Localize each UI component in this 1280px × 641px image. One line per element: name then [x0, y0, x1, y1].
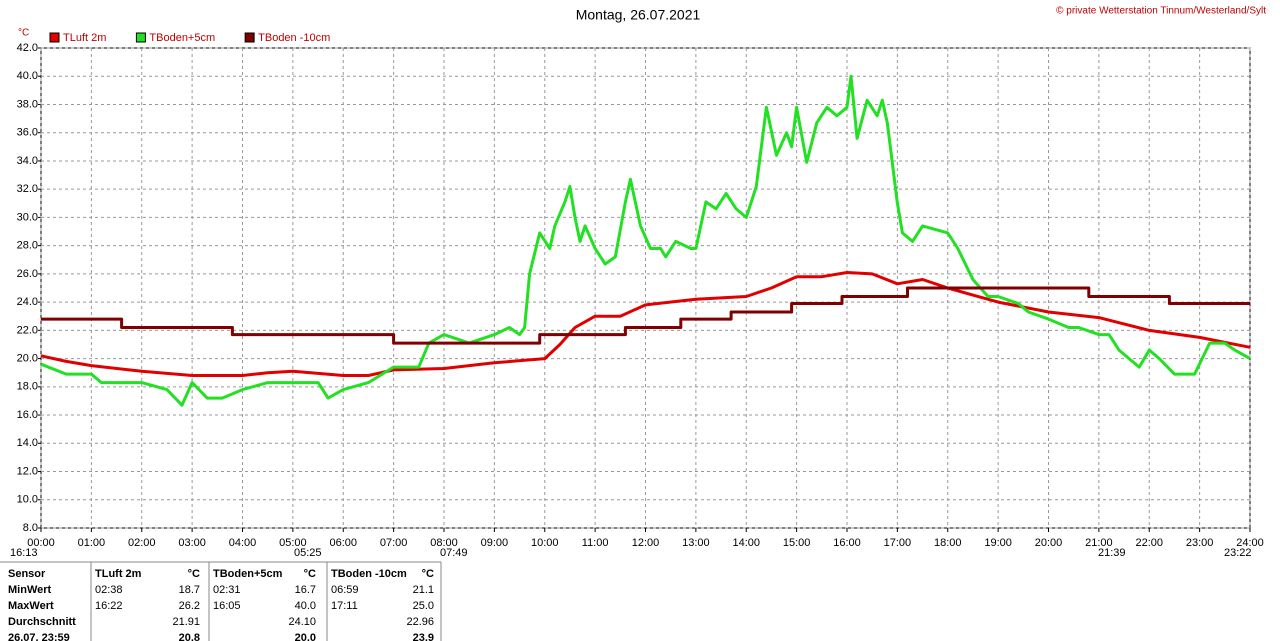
credit: © private Wetterstation Tinnum/Westerlan… [1056, 6, 1266, 17]
sun-time: 23:22 [1224, 547, 1252, 559]
table-cell: 40.0 [295, 600, 316, 612]
x-tick-label: 21:00 [1085, 537, 1113, 549]
x-tick-label: 23:00 [1186, 537, 1214, 549]
y-tick-label: 16.0 [17, 409, 38, 421]
x-tick-label: 13:00 [682, 537, 710, 549]
y-tick-label: 18.0 [17, 381, 38, 393]
table-cell: 26.2 [179, 600, 200, 612]
y-tick-label: 14.0 [17, 437, 38, 449]
chart-title: Montag, 26.07.2021 [576, 7, 701, 23]
data-line [41, 286, 1250, 345]
x-tick-label: 24:00 [1236, 537, 1264, 549]
table-cell: MaxWert [8, 600, 54, 612]
x-tick-label: 12:00 [632, 537, 660, 549]
y-tick-label: 24.0 [17, 296, 38, 308]
table-header: °C [422, 568, 434, 580]
table-cell: 23.9 [413, 632, 434, 641]
y-tick-label: 34.0 [17, 155, 38, 167]
sun-time: 05:25 [294, 547, 322, 559]
x-tick-label: 18:00 [934, 537, 962, 549]
table-cell: 20.8 [179, 632, 200, 641]
legend-label: TBoden -10cm [258, 32, 330, 44]
y-tick-label: 8.0 [23, 522, 38, 534]
y-tick-label: 12.0 [17, 465, 38, 477]
legend-swatch [49, 32, 60, 43]
data-line [40, 74, 1251, 407]
x-tick-label: 01:00 [78, 537, 106, 549]
x-tick-label: 15:00 [783, 537, 811, 549]
x-tick-label: 04:00 [229, 537, 257, 549]
table-header: Sensor [8, 568, 46, 580]
x-tick-label: 14:00 [732, 537, 760, 549]
y-tick-label: 22.0 [17, 324, 38, 336]
legend-label: TLuft 2m [63, 32, 106, 44]
x-tick-label: 19:00 [984, 537, 1012, 549]
x-tick-label: 22:00 [1135, 537, 1163, 549]
legend-swatch [135, 32, 146, 43]
y-tick-label: 36.0 [17, 127, 38, 139]
y-tick-label: 30.0 [17, 211, 38, 223]
x-tick-label: 11:00 [582, 537, 609, 549]
x-tick-label: 02:00 [128, 537, 156, 549]
table-cell: 02:31 [213, 584, 241, 596]
x-tick-label: 08:00 [430, 537, 458, 549]
x-tick-label: 07:00 [380, 537, 408, 549]
y-tick-label: 38.0 [17, 98, 38, 110]
x-tick-label: 06:00 [329, 537, 357, 549]
y-tick-label: 20.0 [17, 352, 38, 364]
y-tick-label: 32.0 [17, 183, 38, 195]
table-cell: 16:05 [213, 600, 241, 612]
legend-label: TBoden+5cm [149, 32, 215, 44]
x-tick-label: 03:00 [178, 537, 206, 549]
table-header: TBoden+5cm [213, 568, 283, 580]
table-cell: Durchschnitt [8, 616, 76, 628]
y-tick-label: 26.0 [17, 268, 38, 280]
y-tick-label: 28.0 [17, 240, 38, 252]
sun-time: 07:49 [440, 547, 468, 559]
table-cell: 18.7 [179, 584, 200, 596]
x-tick-label: 09:00 [481, 537, 509, 549]
table-header: °C [304, 568, 316, 580]
sun-time: 16:13 [10, 547, 38, 559]
table-header: TBoden -10cm [331, 568, 407, 580]
table-cell: 02:38 [95, 584, 123, 596]
table-cell: 24.10 [288, 616, 316, 628]
table-cell: 20.0 [295, 632, 316, 641]
x-tick-label: 17:00 [884, 537, 912, 549]
table-cell: 25.0 [413, 600, 434, 612]
table-cell: 17:11 [331, 600, 358, 612]
data-line [40, 271, 1251, 377]
table-cell: 21.1 [413, 584, 434, 596]
y-tick-label: 10.0 [17, 494, 38, 506]
x-tick-label: 20:00 [1035, 537, 1063, 549]
y-tick-label: 42.0 [17, 42, 38, 54]
y-axis-unit: °C [18, 28, 29, 39]
x-tick-label: 00:00 [27, 537, 55, 549]
table-cell: 16.7 [295, 584, 316, 596]
table-cell: 06:59 [331, 584, 359, 596]
table-cell: 16:22 [95, 600, 123, 612]
x-tick-label: 10:00 [531, 537, 559, 549]
x-tick-label: 05:00 [279, 537, 307, 549]
x-tick-label: 16:00 [833, 537, 861, 549]
table-header: °C [188, 568, 200, 580]
table-cell: MinWert [8, 584, 52, 596]
table-cell: 21.91 [172, 616, 200, 628]
legend-swatch [244, 32, 255, 43]
table-cell: 22.96 [406, 616, 434, 628]
sun-time: 21:39 [1098, 547, 1126, 559]
y-tick-label: 40.0 [17, 70, 38, 82]
table-cell: 26.07. 23:59 [8, 632, 70, 641]
table-header: TLuft 2m [95, 568, 142, 580]
